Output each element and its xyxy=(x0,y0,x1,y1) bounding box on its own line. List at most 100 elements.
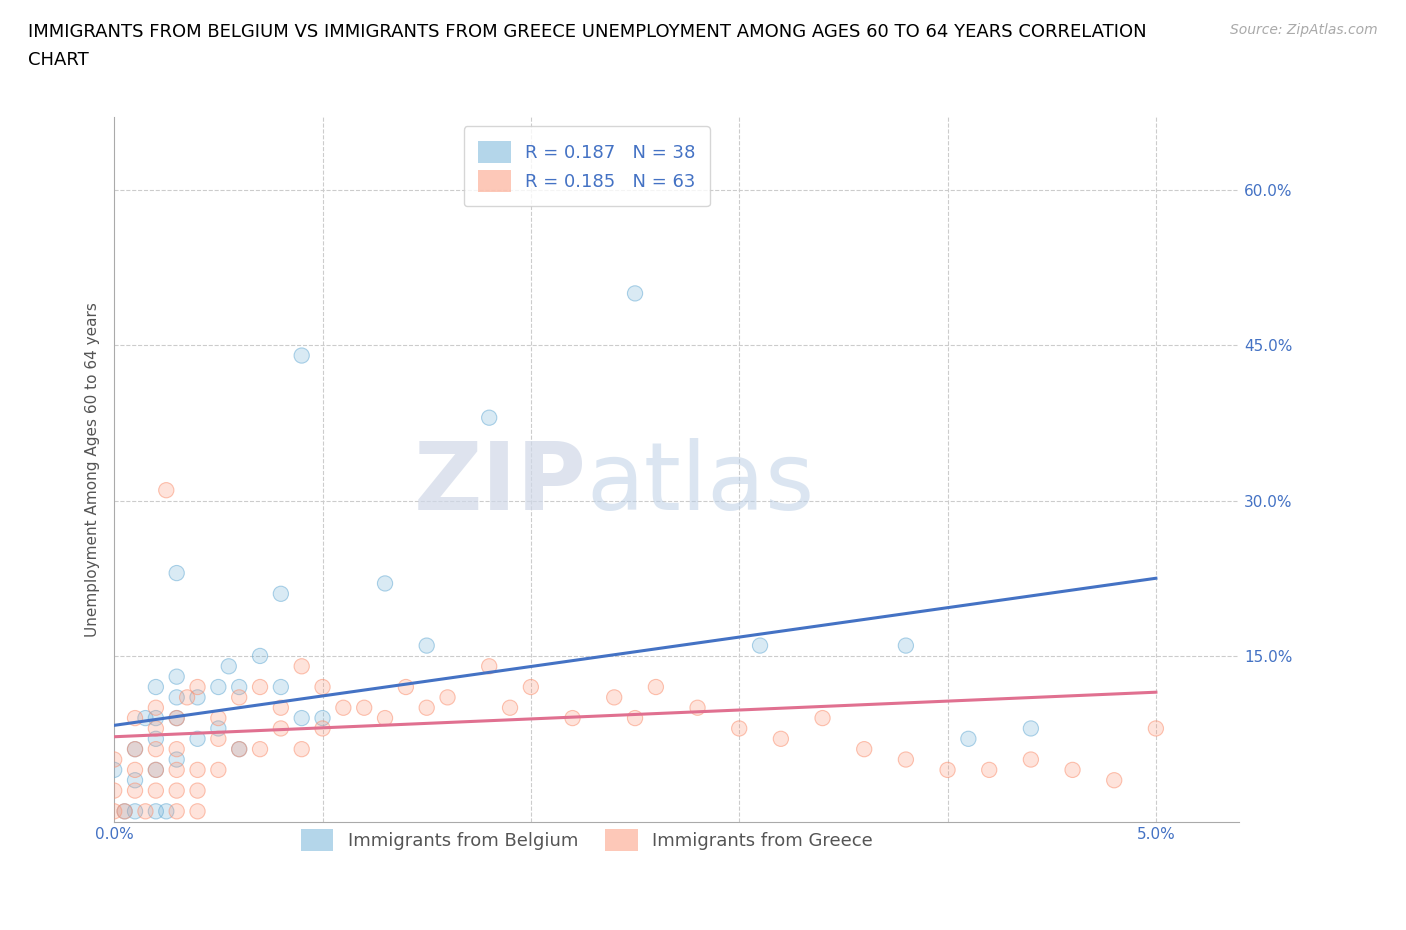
Point xyxy=(145,700,167,715)
Legend: Immigrants from Belgium, Immigrants from Greece: Immigrants from Belgium, Immigrants from… xyxy=(294,822,880,858)
Point xyxy=(207,763,229,777)
Point xyxy=(644,680,666,695)
Point xyxy=(186,763,208,777)
Point xyxy=(124,773,146,788)
Point xyxy=(124,742,146,757)
Point xyxy=(228,680,250,695)
Point xyxy=(291,711,314,725)
Point xyxy=(686,700,709,715)
Point xyxy=(728,721,751,736)
Point xyxy=(894,752,917,767)
Point xyxy=(145,783,167,798)
Point xyxy=(166,742,188,757)
Point xyxy=(415,638,437,653)
Point xyxy=(1019,721,1042,736)
Point xyxy=(103,804,125,818)
Point xyxy=(207,731,229,746)
Point xyxy=(374,576,396,591)
Point xyxy=(145,742,167,757)
Point xyxy=(332,700,354,715)
Point xyxy=(270,586,292,601)
Point xyxy=(603,690,626,705)
Point xyxy=(166,670,188,684)
Point xyxy=(353,700,375,715)
Point xyxy=(155,483,177,498)
Point xyxy=(176,690,198,705)
Point xyxy=(145,721,167,736)
Point xyxy=(332,700,354,715)
Point xyxy=(311,680,333,695)
Point xyxy=(166,783,188,798)
Point xyxy=(1144,721,1167,736)
Point xyxy=(311,711,333,725)
Point xyxy=(894,638,917,653)
Point xyxy=(478,658,501,673)
Point xyxy=(166,752,188,767)
Point xyxy=(395,680,418,695)
Point xyxy=(415,700,437,715)
Point xyxy=(134,804,156,818)
Point xyxy=(166,711,188,725)
Point xyxy=(114,804,136,818)
Point xyxy=(270,721,292,736)
Point xyxy=(624,286,647,300)
Point xyxy=(644,680,666,695)
Point xyxy=(811,711,834,725)
Point xyxy=(166,804,188,818)
Point xyxy=(186,731,208,746)
Point xyxy=(207,763,229,777)
Point xyxy=(228,742,250,757)
Point xyxy=(218,658,240,673)
Point xyxy=(894,638,917,653)
Point xyxy=(603,690,626,705)
Point xyxy=(145,711,167,725)
Point xyxy=(228,680,250,695)
Point xyxy=(1062,763,1084,777)
Point xyxy=(166,711,188,725)
Point xyxy=(145,731,167,746)
Point xyxy=(894,752,917,767)
Point xyxy=(1019,752,1042,767)
Point xyxy=(124,711,146,725)
Point xyxy=(124,742,146,757)
Point xyxy=(103,752,125,767)
Point xyxy=(186,783,208,798)
Point xyxy=(499,700,522,715)
Point xyxy=(957,731,980,746)
Point xyxy=(353,700,375,715)
Point xyxy=(124,804,146,818)
Point xyxy=(124,773,146,788)
Point xyxy=(186,804,208,818)
Point xyxy=(311,711,333,725)
Point xyxy=(249,742,271,757)
Point xyxy=(979,763,1001,777)
Point xyxy=(478,410,501,425)
Point xyxy=(186,680,208,695)
Point xyxy=(166,565,188,580)
Point xyxy=(769,731,792,746)
Point xyxy=(145,763,167,777)
Point xyxy=(145,700,167,715)
Point xyxy=(228,742,250,757)
Point xyxy=(124,763,146,777)
Point xyxy=(1144,721,1167,736)
Point xyxy=(155,804,177,818)
Point xyxy=(166,763,188,777)
Point xyxy=(166,804,188,818)
Point xyxy=(291,742,314,757)
Point xyxy=(957,731,980,746)
Point xyxy=(374,576,396,591)
Point xyxy=(270,700,292,715)
Point xyxy=(186,731,208,746)
Point xyxy=(114,804,136,818)
Point xyxy=(311,721,333,736)
Point xyxy=(207,721,229,736)
Point xyxy=(186,680,208,695)
Point xyxy=(520,680,543,695)
Point xyxy=(218,658,240,673)
Point xyxy=(155,804,177,818)
Point xyxy=(166,763,188,777)
Point xyxy=(207,721,229,736)
Point xyxy=(395,680,418,695)
Point xyxy=(979,763,1001,777)
